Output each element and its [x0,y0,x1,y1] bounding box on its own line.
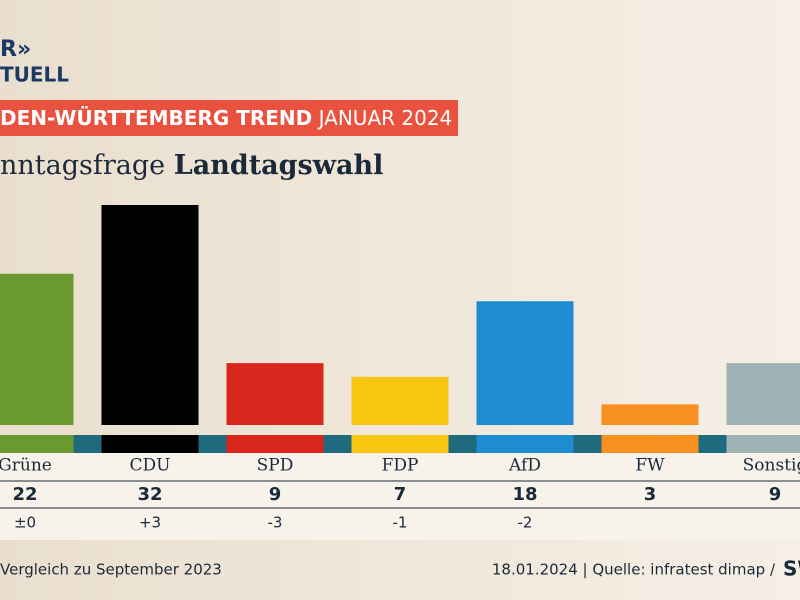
change-label: -1 [393,514,408,532]
bar [351,376,449,425]
bar-strip [101,435,199,453]
chart-subtitle: nntagsfrage Landtagswahl [0,150,383,181]
title-box [0,100,458,136]
category-label: SPD [257,456,294,476]
bar [726,363,800,425]
bar-strip [0,435,74,453]
bar-strip [726,435,800,453]
bar [476,301,574,425]
bar-strip [351,435,449,453]
value-label: 9 [769,484,782,505]
category-label: FW [635,456,665,476]
category-label: CDU [130,456,171,476]
logo: TUELL [0,63,69,87]
chart-title: DEN-WÜRTTEMBERG TREND JANUAR 2024 [0,106,452,130]
category-label: Grüne [0,456,52,476]
category-label: FDP [382,456,419,476]
footer-source: 18.01.2024 | Quelle: infratest dimap / [492,561,776,579]
logo: R» [0,37,31,62]
bar-strip [476,435,574,453]
value-label: 9 [269,484,282,505]
bar [0,273,74,425]
bar [101,205,199,425]
bar-strip [601,435,699,453]
value-label: 22 [12,484,37,505]
value-label: 32 [137,484,162,505]
bar-strip [226,435,324,453]
value-label: 7 [394,484,407,505]
category-label: Sonstig [743,456,800,476]
value-label: 18 [512,484,537,505]
brand: SW [783,557,800,581]
change-label: +3 [139,514,161,532]
category-label: AfD [508,456,541,476]
change-label: ±0 [14,514,36,532]
footer-note: Vergleich zu September 2023 [0,561,222,579]
bar [601,404,699,425]
table-bg [0,453,800,540]
bar [226,363,324,425]
change-label: -3 [268,514,283,532]
value-label: 3 [644,484,657,505]
change-label: -2 [518,514,533,532]
